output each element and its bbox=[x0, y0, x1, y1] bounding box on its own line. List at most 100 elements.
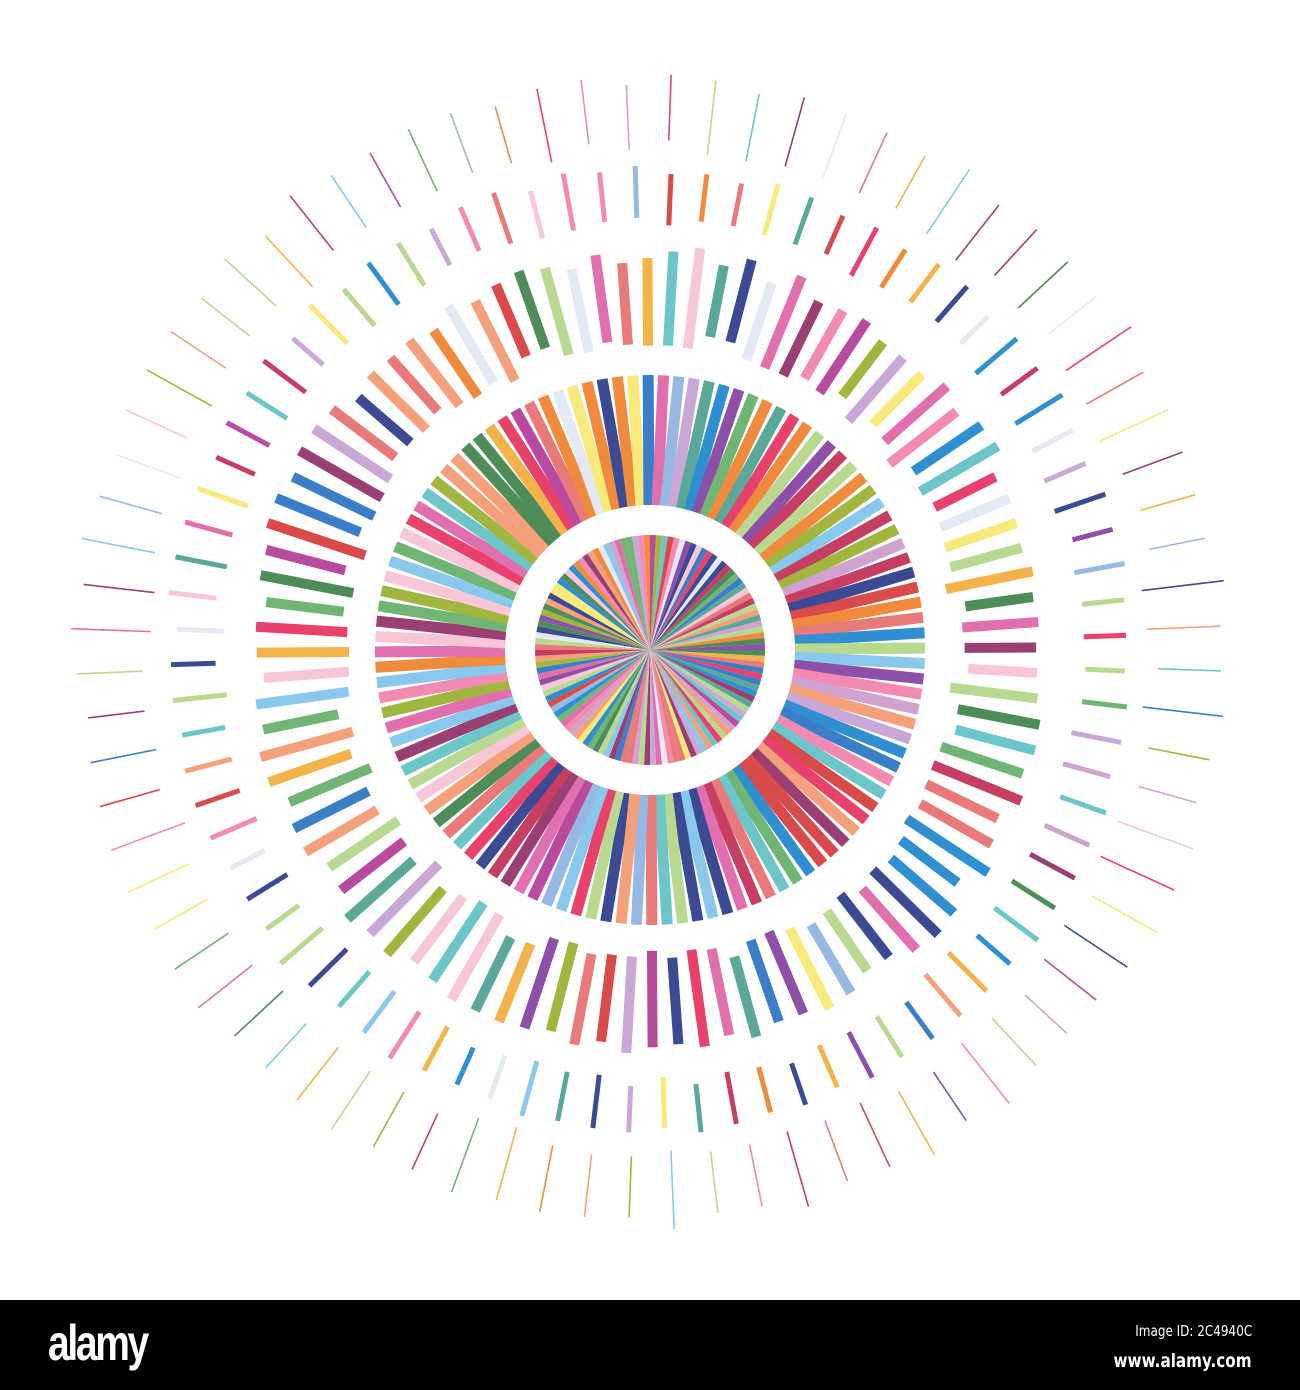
ring-2-bar bbox=[380, 585, 510, 625]
ring-2-bar bbox=[675, 380, 715, 510]
inner-wedge bbox=[650, 650, 727, 740]
ring-5-line bbox=[146, 369, 213, 407]
ring-3-bar bbox=[741, 281, 777, 362]
inner-wedge bbox=[544, 650, 650, 703]
ring-5-line bbox=[625, 84, 630, 150]
ring-4-bar bbox=[1073, 561, 1125, 576]
ring-2-bar bbox=[407, 716, 527, 790]
inner-wedge bbox=[535, 643, 650, 650]
ring-2-bar bbox=[596, 378, 631, 509]
ring-4-bar bbox=[396, 241, 427, 287]
ring-2-bar bbox=[693, 784, 748, 911]
inner-wedge bbox=[540, 608, 650, 650]
ring-3-bar bbox=[932, 472, 998, 512]
ring-5-line bbox=[99, 495, 162, 515]
inner-wedge bbox=[626, 650, 650, 764]
ring-2-bar bbox=[399, 527, 522, 593]
ring-3-bar bbox=[428, 900, 488, 983]
inner-wedge bbox=[568, 564, 650, 650]
inner-wedge bbox=[614, 538, 650, 650]
inner-wedge bbox=[650, 560, 727, 650]
inner-wedge bbox=[650, 650, 697, 758]
ring-3-bar bbox=[705, 264, 729, 338]
ring-2-bar bbox=[774, 714, 895, 787]
ring-2-bar bbox=[781, 537, 906, 599]
ring-2-bar bbox=[378, 669, 509, 704]
ring-5-line bbox=[1091, 895, 1158, 933]
inner-wedge bbox=[592, 547, 650, 650]
ring-5-line bbox=[369, 152, 402, 208]
inner-wedge bbox=[637, 535, 650, 650]
ring-4-bar bbox=[1081, 699, 1128, 710]
ring-5-line bbox=[200, 297, 251, 337]
inner-wedge bbox=[542, 650, 650, 697]
ring-2-bar bbox=[653, 794, 673, 925]
inner-wedge bbox=[553, 650, 650, 718]
ring-2-bar bbox=[683, 383, 730, 512]
ring-2-bar bbox=[375, 615, 507, 641]
ring-3-bar bbox=[785, 926, 835, 1011]
ring-2-bar bbox=[615, 793, 641, 925]
ring-2-bar bbox=[661, 793, 689, 924]
ring-3-bar bbox=[706, 947, 735, 1037]
ring-5-line bbox=[748, 1144, 763, 1207]
inner-wedge bbox=[650, 608, 760, 650]
ring-3-bar bbox=[383, 885, 447, 958]
ring-2-bar bbox=[510, 407, 584, 527]
ring-4-bar bbox=[555, 1071, 570, 1122]
inner-wedge bbox=[550, 650, 650, 713]
ring-3-bar bbox=[494, 941, 536, 1024]
inner-wedge bbox=[603, 650, 650, 758]
inner-wedge bbox=[577, 650, 650, 744]
inner-wedge bbox=[556, 650, 650, 723]
ring-3-bar bbox=[366, 370, 430, 433]
ring-5-line bbox=[125, 409, 188, 439]
ring-5-line bbox=[330, 174, 367, 228]
ring-5-line bbox=[858, 132, 888, 194]
ring-5-line bbox=[1043, 958, 1097, 1001]
inner-wedge bbox=[650, 582, 747, 650]
ring-5-line bbox=[372, 1091, 405, 1147]
ring-4-bar bbox=[999, 366, 1039, 397]
ring-2-bar bbox=[760, 735, 870, 825]
ring-5-line bbox=[1141, 579, 1224, 592]
ring-4-bar bbox=[992, 905, 1040, 943]
ring-2-bar bbox=[627, 375, 647, 506]
ring-5-line bbox=[1017, 261, 1069, 309]
inner-wedge bbox=[620, 650, 650, 763]
ring-4-bar bbox=[215, 454, 256, 477]
inner-wedge bbox=[538, 614, 650, 650]
ring-3-bar bbox=[405, 337, 464, 409]
inner-wedge bbox=[650, 650, 663, 765]
inner-wedge bbox=[650, 568, 736, 650]
inner-wedge bbox=[547, 650, 650, 708]
inner-wedge bbox=[650, 650, 668, 765]
inner-wedge bbox=[535, 650, 650, 668]
inner-wedge bbox=[650, 650, 736, 732]
ring-2-bar bbox=[764, 484, 877, 570]
inner-wedge bbox=[650, 643, 765, 650]
inner-wedge bbox=[650, 550, 713, 650]
ring-4-bar bbox=[975, 933, 1012, 966]
ring-5-line bbox=[580, 79, 590, 145]
ring-2-bar bbox=[747, 450, 848, 551]
inner-wedge bbox=[643, 535, 650, 650]
ring-4-bar bbox=[1043, 461, 1087, 484]
ring-4-bar bbox=[666, 173, 674, 226]
ring-2-bar bbox=[537, 394, 599, 519]
inner-wedge bbox=[650, 650, 674, 764]
ring-2-bar bbox=[450, 452, 551, 553]
ring-3-bar bbox=[938, 493, 1012, 532]
inner-wedge bbox=[650, 650, 765, 668]
ring-5-line bbox=[1100, 855, 1175, 891]
ring-2-bar bbox=[794, 642, 926, 655]
inner-wedge bbox=[650, 650, 680, 763]
ring-5-line bbox=[895, 155, 926, 209]
ring-5-line bbox=[784, 97, 806, 167]
ring-2-bar bbox=[794, 651, 925, 670]
ring-4-bar bbox=[693, 1083, 704, 1133]
ring-2-bar bbox=[415, 723, 531, 803]
ring-2-bar bbox=[464, 755, 559, 860]
ring-4-bar bbox=[1014, 392, 1064, 426]
ring-2-bar bbox=[785, 691, 912, 745]
